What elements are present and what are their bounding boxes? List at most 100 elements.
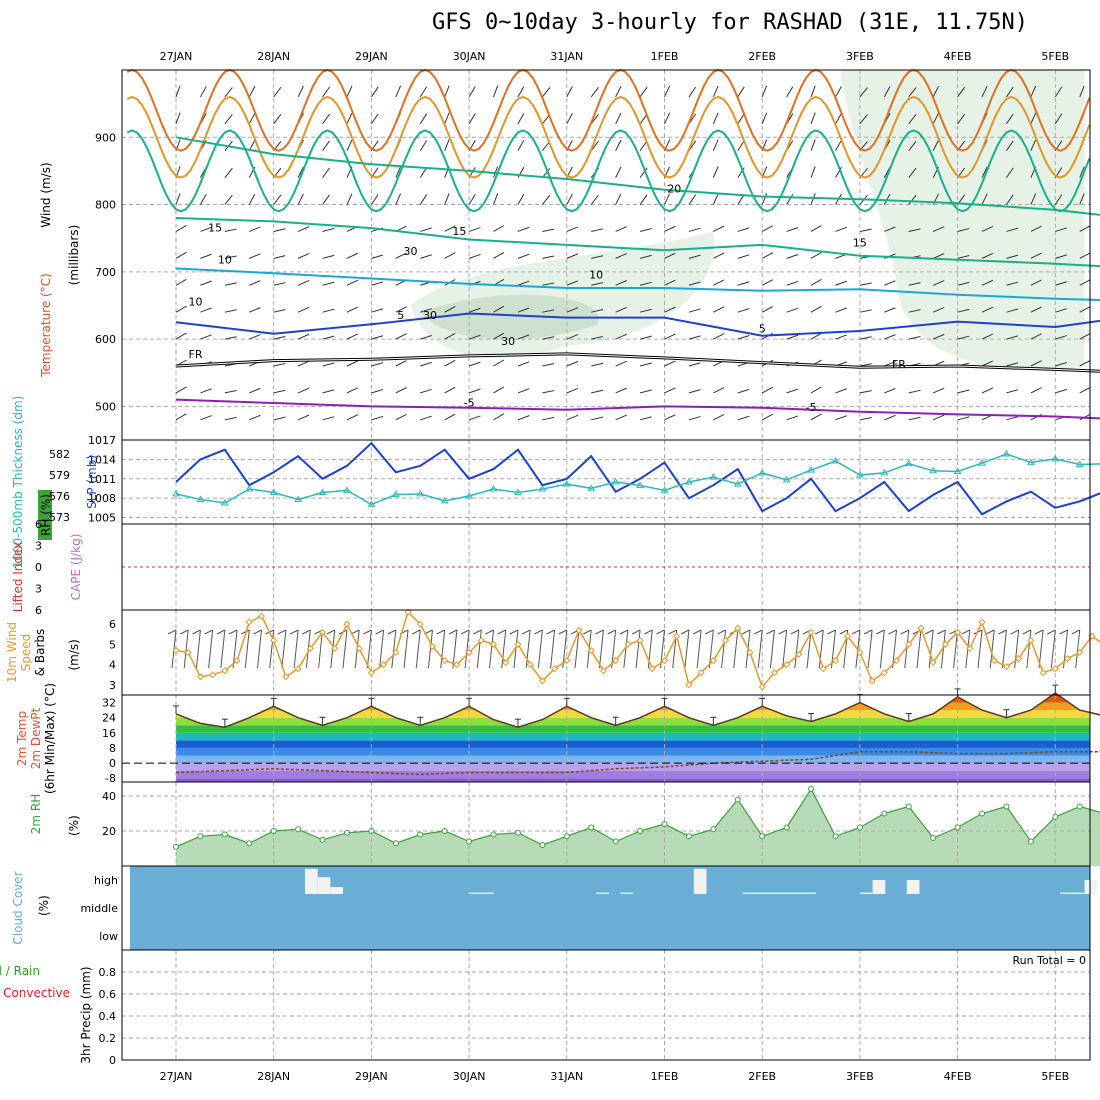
wind-barb-flag (741, 629, 751, 635)
wind-barb (688, 194, 697, 205)
temp-band (176, 710, 1090, 718)
wind-speed-marker (819, 665, 827, 673)
wind-barb (419, 113, 428, 125)
upper-air-ylabel: Wind (m/s) Temperature (°C) RH (%) (38, 162, 53, 540)
contour-label: 20 (667, 182, 681, 195)
wind-barb (249, 280, 261, 286)
rh-marker (221, 831, 228, 838)
wind-barb-flag (644, 629, 653, 635)
axis-label: 2m Temp (15, 711, 29, 766)
wind-barb (395, 252, 407, 259)
cloud-gap (859, 892, 873, 894)
wind-barb (1006, 254, 1019, 259)
date-tick-label: 2FEB (748, 1070, 776, 1083)
wind-barb (688, 362, 701, 367)
bottom-date-axis: 27JAN 28JAN 29JAN 30JAN 31JAN 1FEB 2FEB 3FEB 4FE… (160, 1070, 1070, 1083)
wind-barb (297, 85, 304, 98)
wind-barb-flag (546, 629, 555, 635)
wind-barb (835, 226, 847, 232)
wind-barb-flag (705, 629, 714, 635)
wind-barb (1006, 335, 1019, 340)
wind-speed-marker (404, 608, 412, 616)
wind-barb (953, 629, 959, 669)
wind-barb (761, 252, 774, 259)
wind-barb (444, 193, 450, 205)
wind-speed-marker (428, 642, 436, 650)
wind-barb (786, 415, 799, 421)
wind-barb (1054, 86, 1063, 98)
thickness-marker (1051, 454, 1060, 462)
wind-barb-flag (753, 629, 763, 635)
wind-speed-marker (306, 644, 314, 652)
wind-barb (1006, 167, 1014, 178)
wind-barb (248, 139, 256, 151)
wind-barb (1006, 227, 1019, 232)
wind-barb (615, 280, 627, 286)
rh-marker (490, 831, 497, 838)
wind-speed-marker (465, 648, 473, 657)
wind-barb (867, 629, 873, 669)
wind-barb (1079, 225, 1091, 232)
wind-barb (403, 629, 409, 669)
wind-barb (427, 629, 433, 669)
wind-barb (810, 193, 816, 205)
wind-barb (175, 413, 187, 421)
wind-barb (420, 254, 432, 259)
wind-barb (696, 629, 702, 669)
wind-barb (493, 305, 505, 313)
precip-tick-label: 0.8 (99, 966, 117, 979)
wind-barb (712, 166, 719, 178)
wind-barb (517, 334, 530, 340)
wind-barb (468, 194, 476, 205)
thickness-marker (1075, 460, 1084, 467)
wind-speed-marker (844, 632, 852, 640)
date-tick-label: 3FEB (846, 50, 874, 63)
date-tick-label: 5FEB (1041, 1070, 1069, 1083)
wind-barb (175, 193, 181, 205)
pressure-tick-label: 500 (95, 400, 116, 413)
wind-barb (989, 629, 995, 669)
cloud-gap (317, 877, 331, 894)
wind-barb (273, 335, 286, 340)
wind-barb (468, 253, 481, 259)
wind-barb (419, 167, 428, 178)
wind-barb (908, 228, 921, 232)
rh-legend-swatch (38, 490, 52, 540)
wind-barb (371, 254, 384, 259)
wind-barb (713, 225, 725, 232)
wind-tick-label: 4 (109, 659, 116, 672)
wind-barb-flag (326, 629, 335, 635)
wind-barb (810, 139, 816, 151)
wind-barb (883, 86, 891, 98)
wind-speed-marker (929, 659, 937, 667)
wind-barb (957, 335, 970, 340)
wind-barb (346, 414, 359, 421)
wind-barb (859, 336, 872, 340)
wind-barb (420, 361, 432, 367)
wind-barb (297, 193, 304, 205)
wind-ylabel: 10m Wind Speed & Barbs (5, 622, 47, 683)
temp-tick-label: 0 (109, 757, 116, 770)
wind-barb-flag (1022, 629, 1032, 635)
wind-barb (566, 112, 573, 125)
wind-barb (1006, 281, 1019, 286)
thickness-tick-label: 582 (49, 448, 70, 461)
wind-barb-flag (302, 629, 311, 635)
wind-barb (249, 387, 261, 394)
wind-barb (1030, 333, 1042, 340)
wind-barb (322, 254, 335, 259)
temp-tick-label: 8 (109, 742, 116, 755)
wind-barb-flag (851, 629, 861, 635)
slp-thickness-panel: 1005 1008 1011 1014 1017 573 576 579 582 1000-500… (11, 396, 1100, 568)
wind-barb (542, 390, 555, 394)
pressure-tick-label: 600 (95, 333, 116, 346)
wind-barb (835, 415, 847, 421)
wind-speed-marker (1039, 669, 1047, 677)
wind-barb-flag (656, 629, 665, 635)
thickness-marker (978, 459, 986, 466)
wind-barb-flag (900, 629, 909, 635)
wind-barb (517, 307, 530, 313)
wind-barb (884, 361, 896, 367)
wind-speed-marker (551, 665, 559, 673)
